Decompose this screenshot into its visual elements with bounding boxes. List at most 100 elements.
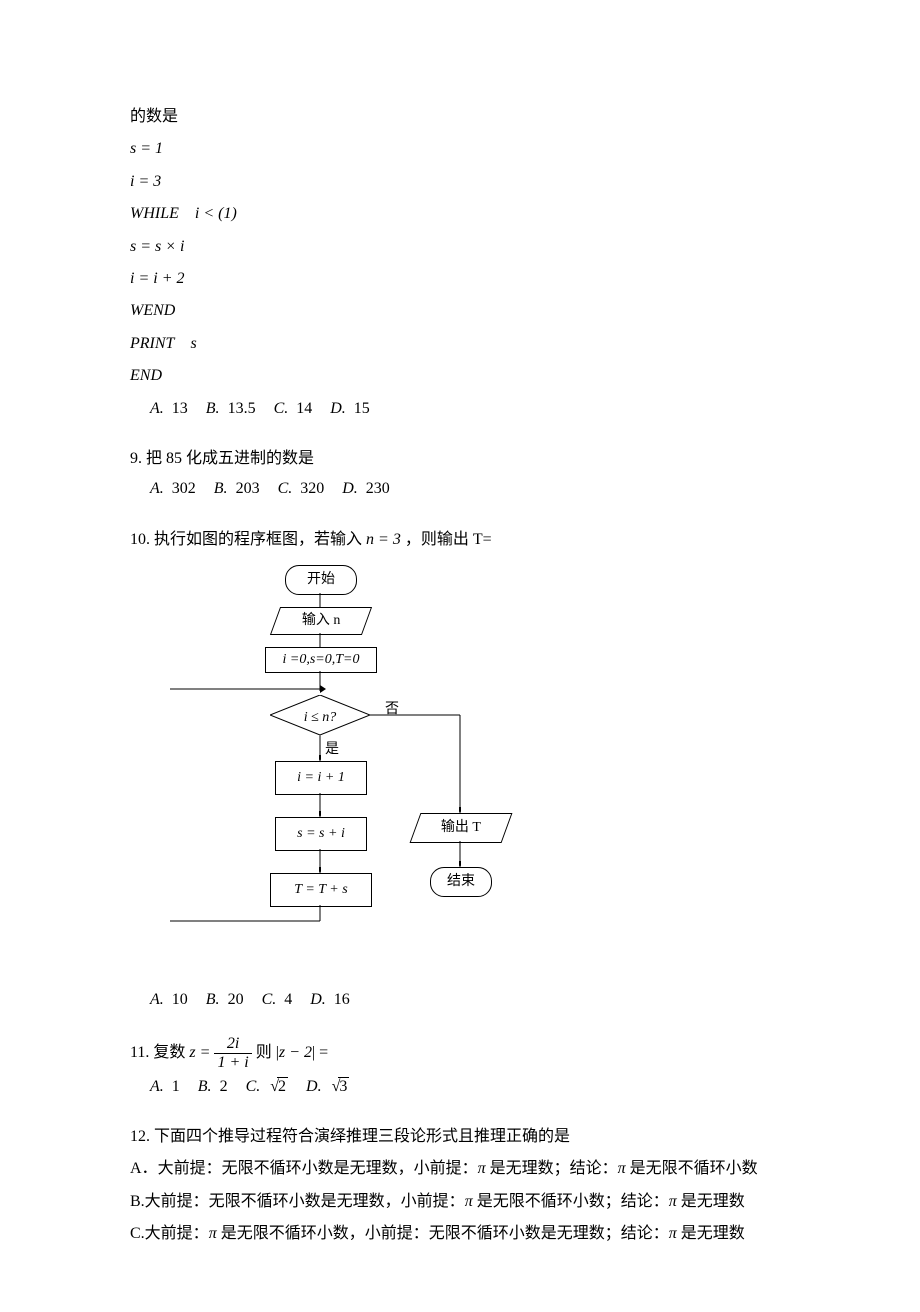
frac-numerator: 2i <box>214 1035 251 1054</box>
q12: 12. 下面四个推导过程符合演绎推理三段论形式且推理正确的是 <box>130 1122 800 1152</box>
q8-code-l3: WHILE i < (1) <box>130 199 800 229</box>
opt-text: 是无理数 <box>677 1225 745 1242</box>
q10-num: 10. <box>130 531 150 548</box>
q9-option-a: A.302 <box>150 474 196 504</box>
q9: 9. 把 85 化成五进制的数是 <box>130 444 800 474</box>
flow-step1: i = i + 1 <box>275 761 367 795</box>
q8-code-l2: i = 3 <box>130 167 800 197</box>
q12-option-a: A．大前提：无限不循环小数是无理数，小前提：π 是无理数；结论：π 是无限不循环… <box>130 1154 800 1184</box>
pi-symbol: π <box>669 1225 677 1242</box>
pi-symbol: π <box>465 1193 473 1210</box>
arrow-icon <box>459 841 461 867</box>
arrow-icon <box>319 793 321 817</box>
q9-num: 9. <box>130 450 142 467</box>
opt-text: 是无限不循环小数，小前提：无限不循环小数是无理数；结论： <box>217 1225 669 1242</box>
q10-option-b: B.20 <box>206 985 244 1015</box>
pi-symbol: π <box>209 1225 217 1242</box>
q11: 11. 复数 z = 2i 1 + i 则 |z − 2| = <box>130 1035 800 1071</box>
q11-fraction: 2i 1 + i <box>214 1035 251 1071</box>
arrow-icon <box>319 593 321 607</box>
q11-eq-lhs: z = <box>189 1044 210 1061</box>
q9-options: A.302 B.203 C.320 D.230 <box>150 474 800 504</box>
flow-step3: T = T + s <box>270 873 372 907</box>
q8-option-a: A.13 <box>150 394 188 424</box>
q10: 10. 执行如图的程序框图，若输入 n = 3 ，则输出 T= <box>130 525 800 555</box>
q8-code-l5: i = i + 2 <box>130 264 800 294</box>
q12-text: 下面四个推导过程符合演绎推理三段论形式且推理正确的是 <box>154 1128 570 1145</box>
opt-label: C. <box>130 1225 145 1242</box>
q12-num: 12. <box>130 1128 150 1145</box>
opt-text: 是无理数 <box>677 1193 745 1210</box>
opt-label: B. <box>130 1193 145 1210</box>
q10-options: A.10 B.20 C.4 D.16 <box>150 985 800 1015</box>
q8-code-l4: s = s × i <box>130 232 800 262</box>
flow-init: i =0,s=0,T=0 <box>265 647 377 673</box>
q11-text-pre: 复数 <box>153 1044 189 1061</box>
q10-text-pre: 执行如图的程序框图，若输入 <box>154 531 366 548</box>
opt-text: 大前提：无限不循环小数是无理数，小前提： <box>145 1193 465 1210</box>
q11-option-d: D.3 <box>306 1072 349 1102</box>
opt-text: 大前提： <box>145 1225 209 1242</box>
arrow-icon <box>319 849 321 873</box>
opt-text: 大前提：无限不循环小数是无理数，小前提： <box>158 1160 478 1177</box>
q8-option-d: D.15 <box>330 394 370 424</box>
flow-yes-label: 是 <box>325 737 339 764</box>
q10-option-a: A.10 <box>150 985 188 1015</box>
flow-output: 输出 T <box>410 813 513 843</box>
q12-option-c: C.大前提：π 是无限不循环小数，小前提：无限不循环小数是无理数；结论：π 是无… <box>130 1219 800 1249</box>
flow-no-label: 否 <box>385 697 399 724</box>
pi-symbol: π <box>478 1160 486 1177</box>
q8-lead: 的数是 <box>130 102 800 132</box>
opt-text: 是无限不循环小数；结论： <box>473 1193 669 1210</box>
q8-code-l8: END <box>130 361 800 391</box>
q12-option-b: B.大前提：无限不循环小数是无理数，小前提：π 是无限不循环小数；结论：π 是无… <box>130 1187 800 1217</box>
arrow-icon <box>319 633 321 647</box>
q8-option-c: C.14 <box>274 394 313 424</box>
q8-code-l7: PRINT s <box>130 329 800 359</box>
flow-input: 输入 n <box>270 607 372 635</box>
sqrt-icon: 2 <box>268 1072 288 1102</box>
arrow-icon <box>319 671 321 691</box>
flow-start: 开始 <box>285 565 357 595</box>
q11-num: 11. <box>130 1044 149 1061</box>
arrow-icon <box>170 683 326 695</box>
pi-symbol: π <box>618 1160 626 1177</box>
q9-option-d: D.230 <box>342 474 390 504</box>
q8-code-l6: WEND <box>130 296 800 326</box>
arrow-icon <box>170 920 320 922</box>
while-cond: i < (1) <box>195 205 237 222</box>
while-keyword: WHILE <box>130 205 179 222</box>
q10-flowchart: 开始 输入 n i =0,s=0,T=0 i ≤ n? 否 是 i = i + … <box>170 565 550 985</box>
q10-option-d: D.16 <box>310 985 350 1015</box>
q8-code-l1: s = 1 <box>130 134 800 164</box>
flow-decision: i ≤ n? <box>270 695 370 735</box>
opt-text: 是无限不循环小数 <box>626 1160 758 1177</box>
q11-text-post: = <box>319 1044 328 1061</box>
opt-text: 是无理数；结论： <box>486 1160 618 1177</box>
print-arg: s <box>190 335 196 352</box>
q9-option-b: B.203 <box>214 474 260 504</box>
q11-option-c: C.2 <box>246 1072 288 1102</box>
arrow-icon <box>370 714 460 716</box>
q10-text-post: ，则输出 T= <box>401 531 492 548</box>
q9-option-c: C.320 <box>278 474 325 504</box>
flow-end: 结束 <box>430 867 492 897</box>
frac-denominator: 1 + i <box>214 1054 251 1072</box>
q8-options: A.13 B.13.5 C.14 D.15 <box>150 394 800 424</box>
q9-text: 把 85 化成五进制的数是 <box>146 450 314 467</box>
q11-abs: |z − 2| <box>276 1044 315 1061</box>
q11-option-b: B.2 <box>198 1072 228 1102</box>
arrow-icon <box>319 905 321 921</box>
pi-symbol: π <box>669 1193 677 1210</box>
sqrt-icon: 3 <box>330 1072 350 1102</box>
q11-options: A.1 B.2 C.2 D.3 <box>150 1072 800 1102</box>
q10-cond: n = 3 <box>366 531 401 548</box>
print-keyword: PRINT <box>130 335 174 352</box>
opt-label: A． <box>130 1160 158 1177</box>
arrow-icon <box>319 735 321 761</box>
q10-option-c: C.4 <box>262 985 293 1015</box>
q8-option-b: B.13.5 <box>206 394 256 424</box>
q11-option-a: A.1 <box>150 1072 180 1102</box>
q11-text-mid: 则 <box>256 1044 272 1061</box>
flow-step2: s = s + i <box>275 817 367 851</box>
